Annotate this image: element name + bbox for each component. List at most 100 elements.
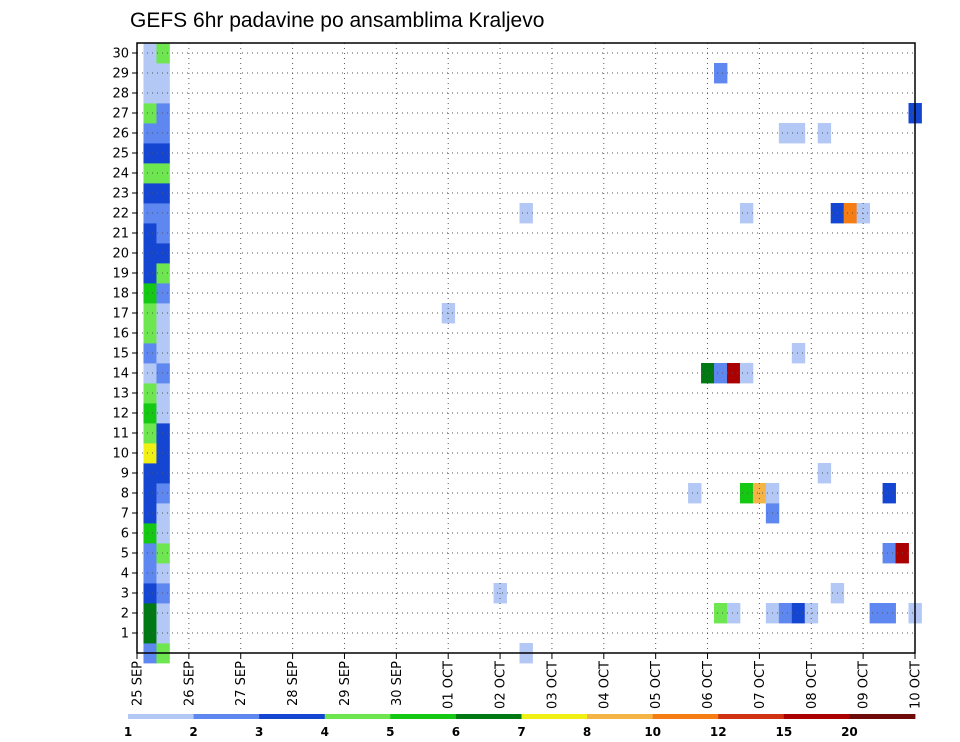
precip-cell <box>143 603 157 624</box>
precip-cell <box>714 363 728 384</box>
precip-cell <box>143 543 157 564</box>
cells-layer <box>143 43 922 664</box>
y-tick-label: 26 <box>112 127 129 142</box>
x-tick-label: 09 OCT <box>857 661 872 709</box>
precip-cell <box>143 163 157 184</box>
colorbar-swatch <box>193 714 260 719</box>
x-tick-label: 05 OCT <box>649 661 664 709</box>
colorbar-swatch <box>521 714 588 719</box>
precip-cell <box>156 583 170 604</box>
y-tick-label: 10 <box>112 447 129 462</box>
precip-cell <box>143 83 157 104</box>
y-tick-label: 29 <box>112 67 129 82</box>
precip-cell <box>156 63 170 84</box>
precip-cell <box>143 323 157 344</box>
colorbar-swatch <box>390 714 457 719</box>
precip-cell <box>156 623 170 644</box>
precip-cell <box>726 603 741 624</box>
x-tick-label: 10 OCT <box>909 661 924 709</box>
precip-cell <box>143 383 157 404</box>
precip-cell <box>156 403 170 424</box>
precip-cell <box>156 523 170 544</box>
x-tick-label: 01 OCT <box>442 661 457 709</box>
precip-cell <box>156 503 170 524</box>
x-tick-label: 02 OCT <box>494 661 509 709</box>
y-tick-label: 28 <box>112 87 129 102</box>
y-tick-label: 22 <box>112 207 129 222</box>
precip-cell <box>882 603 896 624</box>
colorbar-label: 10 <box>644 725 661 739</box>
precip-cell <box>156 203 170 224</box>
precip-cell <box>791 123 806 144</box>
precip-cell <box>156 283 170 304</box>
precip-cell <box>143 103 157 124</box>
precip-cell <box>143 183 157 204</box>
colorbar-swatch <box>259 714 326 719</box>
y-tick-label: 18 <box>112 287 129 302</box>
y-tick-label: 16 <box>112 327 129 342</box>
precip-cell <box>156 563 170 584</box>
precip-cell <box>739 363 754 384</box>
y-tick-label: 13 <box>112 387 129 402</box>
precip-cell <box>143 503 157 524</box>
x-tick-label: 29 SEP <box>338 661 353 706</box>
colorbar-label: 15 <box>775 725 792 739</box>
plot-frame <box>136 42 916 654</box>
precip-cell <box>688 483 702 504</box>
precip-cell <box>156 103 170 124</box>
precip-cell <box>143 563 157 584</box>
precip-cell <box>143 143 157 164</box>
precip-cell <box>882 543 896 564</box>
precip-cell <box>143 463 157 484</box>
y-tick-label: 19 <box>112 267 129 282</box>
colorbar-swatch <box>324 714 391 719</box>
precip-cell <box>143 43 157 64</box>
y-tick-label: 24 <box>112 167 129 182</box>
precip-cell <box>843 203 858 224</box>
precip-cell <box>714 63 728 84</box>
y-tick-label: 14 <box>112 367 129 382</box>
colorbar-label: 8 <box>583 725 591 739</box>
precip-cell <box>156 323 170 344</box>
precip-cell <box>739 203 754 224</box>
precip-cell <box>156 143 170 164</box>
y-tick-label: 8 <box>121 487 129 502</box>
colorbar-label: 1 <box>124 725 132 739</box>
precip-cell <box>143 623 157 644</box>
precip-cell <box>726 363 741 384</box>
precip-cell <box>143 523 157 544</box>
colorbar-label: 4 <box>321 725 329 739</box>
colorbar-swatch <box>652 714 719 719</box>
precip-cell <box>778 123 793 144</box>
precip-cell <box>156 163 170 184</box>
y-tick-label: 12 <box>112 407 129 422</box>
y-tick-label: 30 <box>112 47 129 62</box>
colorbar-label: 6 <box>452 725 460 739</box>
colorbar-swatch <box>718 714 785 719</box>
precip-cell <box>714 603 728 624</box>
precip-cell <box>143 403 157 424</box>
precip-cell <box>156 543 170 564</box>
precip-cell <box>156 243 170 264</box>
precip-cell <box>156 363 170 384</box>
y-tick-label: 6 <box>121 527 129 542</box>
precip-cell <box>156 83 170 104</box>
precip-cell <box>156 263 170 284</box>
precip-cell <box>156 303 170 324</box>
colorbar: 1 2 3 4 5 6 7 8 10 12 15 20 <box>124 714 916 739</box>
precip-cell <box>156 343 170 364</box>
y-tick-label: 2 <box>121 607 129 622</box>
colorbar-label: 3 <box>255 725 263 739</box>
x-tick-label: 04 OCT <box>597 661 612 709</box>
colorbar-swatch <box>587 714 654 719</box>
y-tick-label: 17 <box>112 307 129 322</box>
precip-cell <box>882 483 896 504</box>
grid-layer <box>137 43 915 653</box>
precip-cell <box>817 463 832 484</box>
colorbar-swatch <box>783 714 850 719</box>
y-tick-label: 9 <box>121 467 129 482</box>
y-tick-label: 5 <box>121 547 129 562</box>
precip-cell <box>791 603 806 624</box>
precip-cell <box>156 223 170 244</box>
